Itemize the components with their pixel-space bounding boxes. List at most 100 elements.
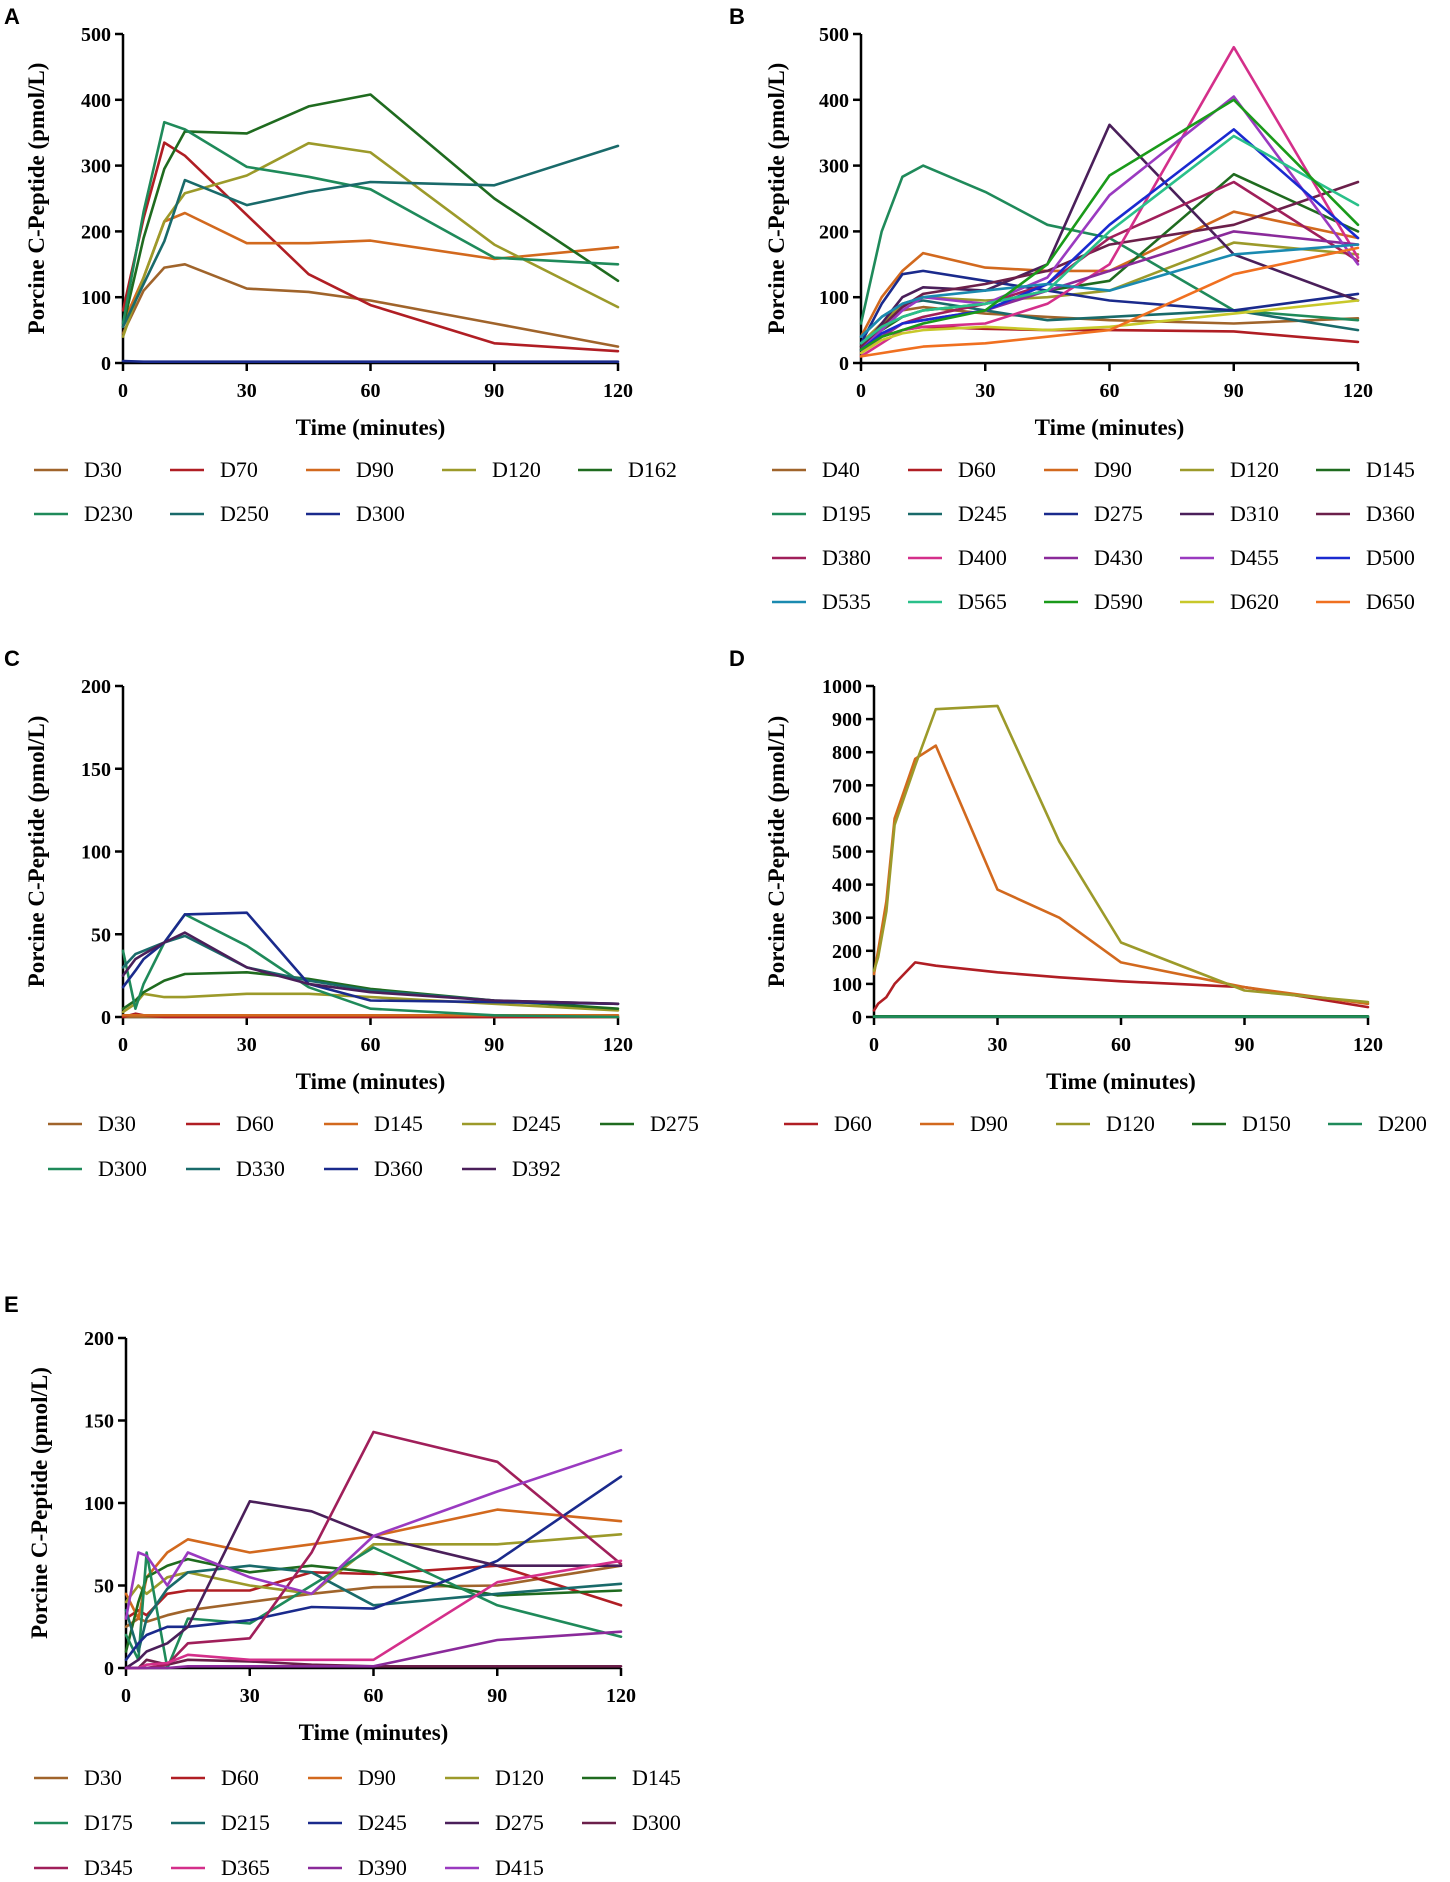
x-tick-label: 0 bbox=[118, 380, 128, 402]
series-line-d535 bbox=[859, 243, 1360, 339]
y-tick-label: 100 bbox=[81, 287, 111, 309]
series-line-d390 bbox=[124, 1630, 623, 1670]
series-line-d195 bbox=[859, 164, 1360, 325]
series-line-d590 bbox=[859, 98, 1360, 352]
series-line-d70 bbox=[121, 141, 620, 353]
legend-label-d120: D120 bbox=[1230, 457, 1279, 482]
legend-label-d275: D275 bbox=[650, 1111, 699, 1136]
series-line-d392 bbox=[121, 931, 620, 1006]
x-tick-label: 120 bbox=[603, 1034, 633, 1056]
legend-label-d390: D390 bbox=[358, 1855, 407, 1880]
series-line-d300 bbox=[124, 1658, 623, 1670]
legend-label-d415: D415 bbox=[495, 1855, 544, 1880]
chart-panel-a: A 0 100 200 300 400 500 0 30 60 90 120 Time (minutes… bbox=[4, 4, 677, 526]
y-tick-label: 300 bbox=[819, 156, 849, 178]
legend-label-d275: D275 bbox=[1094, 501, 1143, 526]
y-tick-label: 100 bbox=[832, 974, 862, 996]
legend-label-d565: D565 bbox=[958, 589, 1007, 614]
x-axis-title: Time (minutes) bbox=[1046, 1069, 1196, 1094]
x-tick-label: 60 bbox=[361, 380, 381, 402]
x-tick-label: 30 bbox=[988, 1034, 1008, 1056]
chart-panel-d: D 0 100 200 300 400 500 600 700 800 900 1000 0 30 60 90… bbox=[729, 646, 1427, 1136]
y-tick-label: 500 bbox=[81, 24, 111, 46]
series-line-d360 bbox=[121, 911, 620, 1006]
x-tick-label: 0 bbox=[121, 1685, 131, 1707]
y-tick-label: 800 bbox=[832, 742, 862, 764]
x-tick-label: 60 bbox=[361, 1034, 381, 1056]
legend-label-d620: D620 bbox=[1230, 589, 1279, 614]
x-tick-label: 120 bbox=[1353, 1034, 1383, 1056]
x-axis-title: Time (minutes) bbox=[296, 1069, 446, 1094]
panel-letter: A bbox=[4, 4, 20, 29]
y-tick-label: 700 bbox=[832, 775, 862, 797]
legend-label-d60: D60 bbox=[236, 1111, 274, 1136]
legend-label-d145: D145 bbox=[1366, 457, 1415, 482]
y-tick-label: 1000 bbox=[822, 676, 862, 698]
legend-label-d245: D245 bbox=[358, 1810, 407, 1835]
series-line-d60 bbox=[872, 961, 1370, 1012]
series-line-d120 bbox=[124, 1533, 623, 1604]
legend-label-d300: D300 bbox=[356, 501, 405, 526]
y-tick-label: 900 bbox=[832, 709, 862, 731]
legend-label-d455: D455 bbox=[1230, 545, 1279, 570]
series-line-d30 bbox=[121, 262, 620, 348]
y-tick-label: 150 bbox=[84, 1411, 114, 1433]
series-line-d215 bbox=[124, 1564, 623, 1653]
series-line-d120 bbox=[859, 241, 1360, 345]
legend-label-d60: D60 bbox=[958, 457, 996, 482]
legend-label-d330: D330 bbox=[236, 1156, 285, 1181]
chart-panel-b: B 0 100 200 300 400 500 0 30 60 90 120 Time (minutes… bbox=[729, 4, 1415, 614]
panel-letter: D bbox=[729, 646, 745, 671]
panel-letter: B bbox=[729, 4, 745, 29]
y-tick-label: 0 bbox=[104, 1658, 114, 1680]
legend-label-d30: D30 bbox=[84, 457, 122, 482]
x-tick-label: 30 bbox=[975, 380, 995, 402]
legend-label-d360: D360 bbox=[1366, 501, 1415, 526]
legend-label-d310: D310 bbox=[1230, 501, 1279, 526]
legend-label-d300: D300 bbox=[98, 1156, 147, 1181]
legend-label-d162: D162 bbox=[628, 457, 677, 482]
x-tick-label: 120 bbox=[606, 1685, 636, 1707]
legend-label-d250: D250 bbox=[220, 501, 269, 526]
panel-letter: C bbox=[4, 646, 20, 671]
y-tick-label: 500 bbox=[819, 24, 849, 46]
legend-label-d500: D500 bbox=[1366, 545, 1415, 570]
legend-label-d365: D365 bbox=[221, 1855, 270, 1880]
chart-panel-c: C 0 50 100 150 200 0 30 60 90 120 Time (minutes) Por… bbox=[4, 646, 699, 1181]
x-tick-label: 0 bbox=[118, 1034, 128, 1056]
y-tick-label: 50 bbox=[94, 1576, 114, 1598]
x-tick-label: 90 bbox=[484, 380, 504, 402]
legend-label-d145: D145 bbox=[632, 1765, 681, 1790]
legend-label-d535: D535 bbox=[822, 589, 871, 614]
series-line-d275 bbox=[859, 269, 1360, 345]
series-line-d120 bbox=[872, 704, 1370, 1004]
y-axis-title: Porcine C-Peptide (pmol/L) bbox=[24, 716, 49, 988]
x-tick-label: 120 bbox=[603, 380, 633, 402]
series-line-d175 bbox=[124, 1546, 623, 1670]
y-tick-label: 400 bbox=[81, 90, 111, 112]
y-tick-label: 100 bbox=[84, 1493, 114, 1515]
series-line-d120 bbox=[121, 141, 620, 339]
x-tick-label: 90 bbox=[484, 1034, 504, 1056]
x-axis-title: Time (minutes) bbox=[296, 415, 446, 440]
legend-label-d30: D30 bbox=[84, 1765, 122, 1790]
legend-label-d345: D345 bbox=[84, 1855, 133, 1880]
legend-label-d120: D120 bbox=[1106, 1111, 1155, 1136]
x-tick-label: 30 bbox=[237, 380, 257, 402]
y-tick-label: 0 bbox=[101, 1007, 111, 1029]
y-tick-label: 50 bbox=[91, 924, 111, 946]
legend-label-d650: D650 bbox=[1366, 589, 1415, 614]
series-line-d90 bbox=[872, 744, 1370, 1006]
y-tick-label: 200 bbox=[81, 676, 111, 698]
legend-label-d90: D90 bbox=[970, 1111, 1008, 1136]
chart-panel-e: E 0 50 100 150 200 0 30 60 90 120 Time (minutes) Por… bbox=[4, 1292, 681, 1880]
panel-letter: E bbox=[4, 1292, 19, 1317]
series-line-d415 bbox=[124, 1448, 623, 1620]
series-line-d650 bbox=[859, 246, 1360, 358]
legend-label-d245: D245 bbox=[958, 501, 1007, 526]
legend-label-d90: D90 bbox=[358, 1765, 396, 1790]
y-tick-label: 200 bbox=[819, 221, 849, 243]
legend-label-d60: D60 bbox=[221, 1765, 259, 1790]
legend-label-d90: D90 bbox=[1094, 457, 1132, 482]
